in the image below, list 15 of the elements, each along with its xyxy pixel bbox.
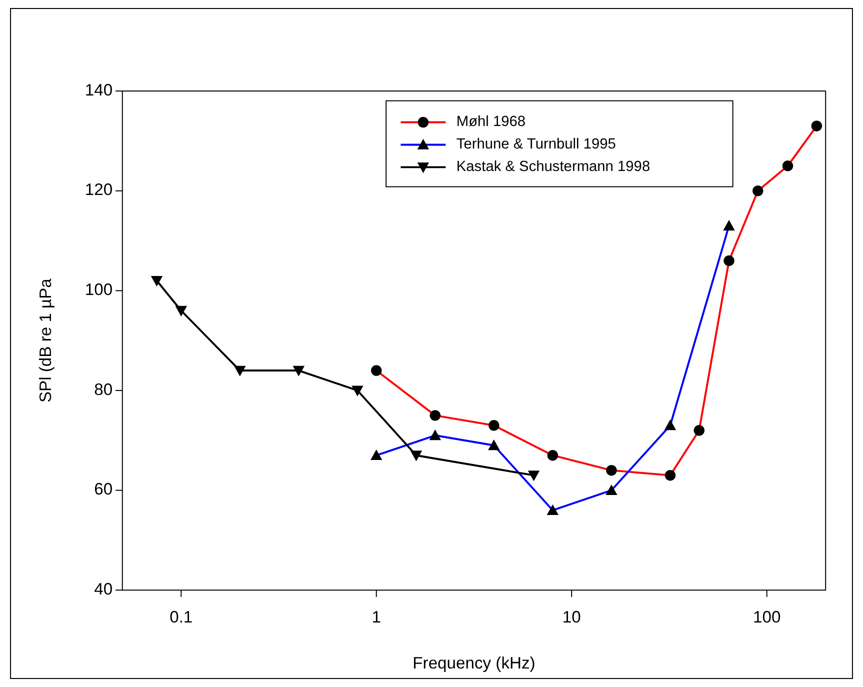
- y-tick-label: 140: [84, 80, 113, 100]
- y-tick-label: 60: [94, 480, 113, 499]
- y-tick-label: 40: [94, 580, 113, 599]
- y-tick-label: 120: [84, 180, 113, 200]
- legend-label: Kastak & Schustermann 1998: [456, 159, 650, 176]
- legend-label: Møhl 1968: [456, 114, 526, 130]
- x-tick-label: 0.1: [170, 607, 193, 626]
- x-tick-label: 100: [752, 607, 781, 626]
- y-tick-label: 100: [84, 280, 113, 300]
- x-tick-label: 1: [372, 607, 381, 626]
- y-tick-label: 80: [94, 380, 113, 399]
- x-axis-title: Frequency (kHz): [412, 653, 536, 672]
- legend-label: Terhune & Turnbull 1995: [456, 136, 616, 153]
- y-axis-title: SPl (dB re 1 µPa: [36, 278, 56, 403]
- x-tick-label: 10: [562, 607, 581, 626]
